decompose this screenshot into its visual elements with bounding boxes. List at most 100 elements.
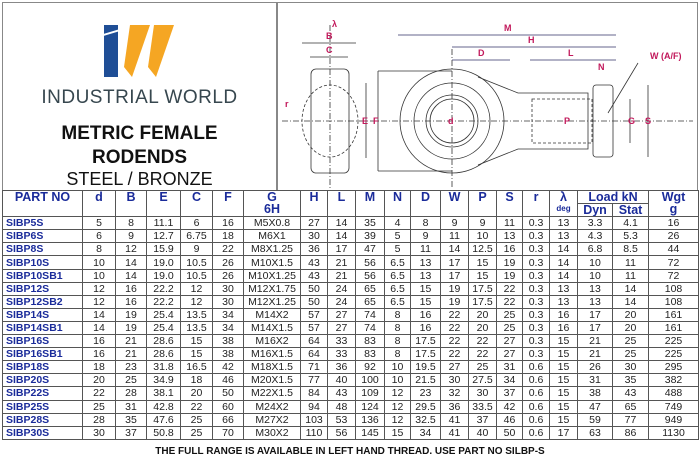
table-cell: 949 [648,412,699,427]
table-cell: 145 [355,425,385,440]
col-l: L [327,189,356,218]
table-cell: 13 [549,229,578,244]
table-cell: 36 [440,399,469,414]
table-cell: 4.3 [577,229,613,244]
table-cell: 22 [440,334,469,349]
table-cell: 25 [468,360,497,375]
table-cell: 3.3 [577,216,613,231]
s-label: S [645,116,651,126]
table-cell: 25 [496,320,523,336]
table-cell: 30 [82,425,116,440]
table-cell: 13 [549,281,578,296]
table-cell: 9 [440,216,469,231]
c-label: C [326,45,333,55]
table-cell: 26 [648,229,699,244]
table-cell: 83 [355,347,385,362]
table-cell: 22 [212,242,244,257]
part-number: SIBP12SB2 [2,294,83,309]
table-cell: 0.3 [522,334,550,349]
col-lambda-sub: deg [556,204,571,213]
table-cell: M16X1.5 [243,347,301,362]
table-row: SIBP18S 18 23 31.8 16.5 42 M18X1.5 71 36 92 10 19.5… [2,360,699,375]
table-cell: 21 [327,268,356,283]
table-cell: 5 [384,229,411,244]
table-cell: 18 [82,360,116,375]
part-number: SIBP18S [2,360,83,375]
table-cell: 16 [82,334,116,349]
f-label: F [373,116,379,126]
table-cell: 43 [300,268,328,283]
b-label: B [326,31,333,41]
table-cell: M14X2 [243,307,301,322]
table-cell: M6X1 [243,229,301,244]
material-label: STEEL / BRONZE [66,169,213,189]
table-cell: 13 [410,255,441,270]
table-row: SIBP14S 14 19 25.4 13.5 34 M14X2 57 27 74 8 16 22 20 2… [2,307,699,322]
col-d: d [82,189,116,218]
table-cell: 0.3 [522,281,550,296]
table-cell: M10X1.25 [243,268,301,283]
table-row: SIBP14SB1 14 19 25.4 13.5 34 M14X1.5 57 27 74 8 16 2… [2,320,699,336]
table-row: SIBP8S 8 12 15.9 9 22 M8X1.25 36 17 47 5 11 14 12.5 16… [2,242,699,257]
table-cell: 12 [180,294,213,309]
r-label: r [285,99,289,109]
table-cell: 16.5 [180,360,213,375]
table-cell: 65 [355,281,385,296]
col-h: H [300,189,328,218]
table-cell: 20 [612,307,649,322]
part-number: SIBP10SB1 [2,268,83,283]
table-cell: 29.5 [410,399,441,414]
table-cell: 42 [212,360,244,375]
table-cell: 0.3 [522,242,550,257]
table-cell: 0.6 [522,399,550,414]
table-cell: 12 [384,399,411,414]
table-cell: 14 [115,268,147,283]
table-cell: 0.3 [522,255,550,270]
table-cell: 13 [577,281,613,296]
part-number: SIBP16S [2,334,83,349]
col-g: G 6H [243,189,301,218]
table-cell: 36 [327,360,356,375]
table-cell: 41 [440,412,469,427]
table-cell: 27 [440,360,469,375]
table-cell: 103 [300,412,328,427]
table-cell: 22 [82,386,116,401]
table-cell: 53 [327,412,356,427]
table-cell: 25 [82,399,116,414]
table-cell: 28 [82,412,116,427]
table-cell: 14 [82,307,116,322]
table-cell: 21 [327,255,356,270]
w-af-label: W (A/F) [650,51,682,61]
n-label: N [598,62,605,72]
table-cell: 20 [82,373,116,388]
rod-end-drawing: λ B C r E F M H D L N W (A/F) d P G S [282,19,693,189]
part-number: SIBP12S [2,281,83,296]
part-number: SIBP16SB1 [2,347,83,362]
table-cell: 161 [648,320,699,336]
table-cell: 17 [549,425,578,440]
table-cell: 15 [468,255,497,270]
table-cell: 20 [468,320,497,336]
table-cell: 77 [300,373,328,388]
table-cell: 11 [496,216,523,231]
table-cell: 10 [82,255,116,270]
table-cell: 14 [327,216,356,231]
table-cell: 25 [180,425,213,440]
table-cell: 13.5 [180,320,213,336]
table-cell: 0.3 [522,294,550,309]
part-number: SIBP28S [2,412,83,427]
table-cell: 15 [549,334,578,349]
table-cell: 21 [115,347,147,362]
part-number: SIBP8S [2,242,83,257]
table-cell: 15 [180,334,213,349]
table-cell: 17 [440,268,469,283]
table-cell: 11 [440,229,469,244]
table-cell: 65 [355,294,385,309]
table-cell: M24X2 [243,399,301,414]
table-cell: 16 [648,216,699,231]
table-cell: 74 [355,320,385,336]
table-cell: 11.1 [146,216,181,231]
table-cell: 16 [115,281,147,296]
table-cell: 39 [355,229,385,244]
table-cell: 161 [648,307,699,322]
